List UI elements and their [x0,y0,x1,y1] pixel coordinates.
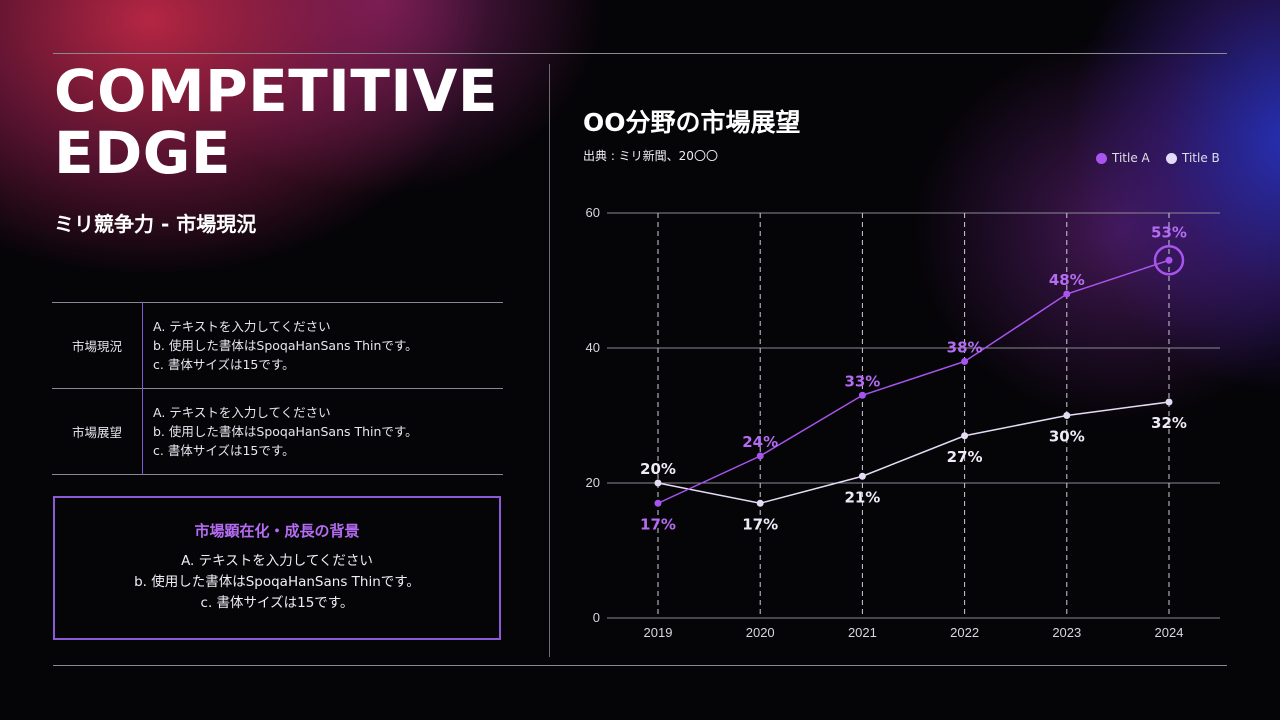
center-divider [549,64,550,657]
series-b-point [961,432,969,440]
row-line: A. テキストを入力してください [153,405,331,420]
series-b-data-label: 17% [742,515,778,533]
series-a-data-label: 48% [1049,271,1085,289]
slide-title: COMPETITIVE EDGE [54,60,524,184]
series-a-point [858,391,866,399]
series-a-data-label: 17% [640,515,676,533]
row-body: A. テキストを入力してください b. 使用した書体はSpoqaHanSans … [143,303,504,389]
x-tick-label: 2022 [950,625,979,640]
x-tick-label: 2021 [848,625,877,640]
series-b-point [756,499,764,507]
series-b-point [1165,398,1173,406]
row-label: 市場現況 [52,302,143,389]
slide-title-line-1: COMPETITIVE [54,57,499,125]
row-body: A. テキストを入力してください b. 使用した書体はSpoqaHanSans … [143,389,504,475]
series-b-point [1063,412,1071,419]
box-line: b. 使用した書体はSpoqaHanSans Thinです。 [134,574,420,590]
series-b-point [654,479,662,487]
x-tick-label: 2024 [1155,625,1184,640]
series-a-point [961,358,969,365]
box-line: c. 書体サイズは15です。 [200,595,354,611]
series-a-data-label: 38% [947,339,983,357]
row-line: c. 書体サイズは15です。 [153,357,295,372]
box-body: A. テキストを入力してください b. 使用した書体はSpoqaHanSans … [55,551,499,614]
box-title: 市場顕在化・成長の背景 [194,522,360,540]
growth-background-box: 市場顕在化・成長の背景 A. テキストを入力してください b. 使用した書体はS… [53,496,501,640]
legend-label-a: Title A [1112,151,1150,165]
highlight-ring [1153,245,1185,276]
series-a-data-label: 33% [844,372,880,390]
legend-item-b: Title B [1166,151,1220,165]
series-b-data-label: 32% [1151,414,1187,432]
series-a-data-label: 53% [1151,223,1187,241]
slide-subtitle: ミリ競争力 - 市場現況 [54,212,257,236]
series-a-point [1063,290,1071,298]
legend-item-a: Title A [1096,151,1150,165]
y-tick-label: 40 [586,340,600,355]
y-tick-label: 0 [593,610,600,625]
series-b-data-label: 20% [640,460,676,478]
table-row: 市場現況 A. テキストを入力してください b. 使用した書体はSpoqaHan… [52,302,504,389]
chart-source: 出典 : ミリ新聞、20〇〇 [583,149,718,163]
series-b-point [858,472,866,480]
legend-label-b: Title B [1182,151,1220,165]
series-b-data-label: 27% [947,448,983,466]
legend-swatch-a [1096,152,1107,164]
slide-title-line-2: EDGE [54,119,231,187]
series-b-data-label: 30% [1049,428,1085,446]
x-tick-label: 2019 [644,625,673,640]
top-divider [53,53,1227,54]
x-tick-label: 2023 [1052,625,1081,640]
y-tick-label: 60 [586,205,600,220]
market-info-table: 市場現況 A. テキストを入力してください b. 使用した書体はSpoqaHan… [52,302,503,475]
series-a-line [657,259,1170,504]
row-line: b. 使用した書体はSpoqaHanSans Thinです。 [153,424,418,439]
chart-title: OO分野の市場展望 [583,108,801,137]
series-a-point [654,499,662,507]
series-b-line [657,401,1170,505]
series-a-point [756,452,764,460]
legend-swatch-b [1166,152,1177,164]
y-tick-label: 20 [586,475,600,490]
x-tick-label: 2020 [746,625,775,640]
series-a-point [1165,256,1173,264]
table-row: 市場展望 A. テキストを入力してください b. 使用した書体はSpoqaHan… [52,388,504,475]
row-label: 市場展望 [52,388,143,475]
bottom-divider [53,665,1227,666]
box-line: A. テキストを入力してください [181,553,373,569]
row-line: b. 使用した書体はSpoqaHanSans Thinです。 [153,338,418,353]
row-line: A. テキストを入力してください [153,319,331,334]
series-a-data-label: 24% [742,433,778,451]
series-b-data-label: 21% [844,488,880,506]
row-line: c. 書体サイズは15です。 [153,443,295,458]
